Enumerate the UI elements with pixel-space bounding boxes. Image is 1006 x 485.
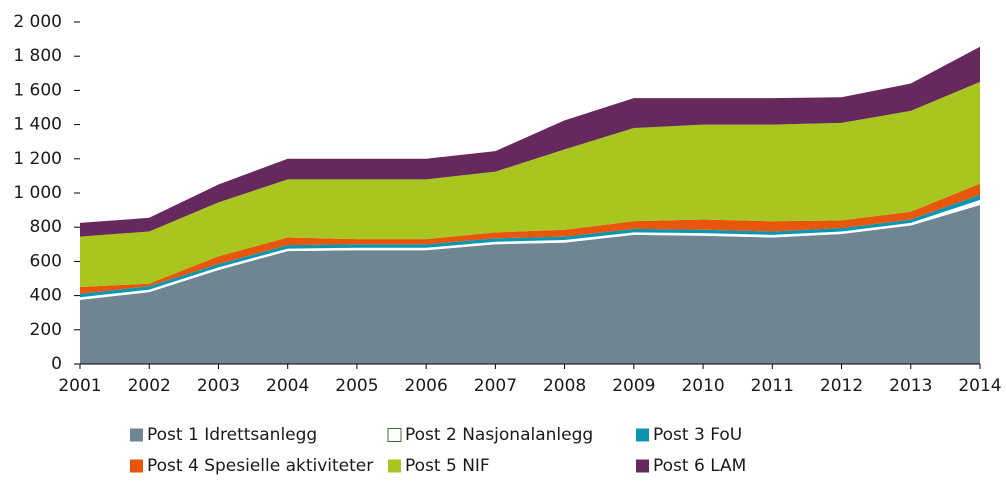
y-tick-label: 600 bbox=[30, 251, 62, 271]
legend-label: Post 1 Idrettsanlegg bbox=[147, 425, 317, 445]
x-tick-label: 2003 bbox=[197, 376, 240, 396]
legend-label: Post 4 Spesielle aktiviteter bbox=[147, 456, 373, 476]
x-tick-label: 2014 bbox=[958, 376, 1001, 396]
legend-label: Post 5 NIF bbox=[405, 456, 490, 476]
y-tick-label: 1 400 bbox=[13, 115, 62, 135]
legend-swatch bbox=[388, 459, 401, 473]
y-tick-label: 1 600 bbox=[13, 80, 62, 100]
legend-label: Post 3 FoU bbox=[653, 425, 742, 445]
y-tick-label: 2 000 bbox=[13, 12, 62, 32]
x-tick-label: 2013 bbox=[889, 376, 932, 396]
legend-swatch bbox=[636, 428, 649, 442]
x-tick-label: 2012 bbox=[820, 376, 863, 396]
area bbox=[80, 46, 980, 237]
x-tick-label: 2006 bbox=[405, 376, 448, 396]
y-tick-label: 800 bbox=[30, 217, 62, 237]
legend-label: Post 2 Nasjonalanlegg bbox=[405, 425, 593, 445]
x-tick-label: 2008 bbox=[543, 376, 586, 396]
y-tick-label: 200 bbox=[30, 320, 62, 340]
legend-swatch bbox=[636, 459, 649, 473]
legend-swatch bbox=[387, 428, 402, 442]
x-tick-label: 2005 bbox=[335, 376, 378, 396]
y-tick-label: 1 000 bbox=[13, 183, 62, 203]
legend-swatch bbox=[130, 428, 143, 442]
area bbox=[80, 81, 980, 288]
x-tick-label: 2001 bbox=[58, 376, 101, 396]
area bbox=[80, 204, 980, 364]
y-tick-label: 1 200 bbox=[13, 149, 62, 169]
x-tick-label: 2004 bbox=[266, 376, 309, 396]
x-tick-label: 2011 bbox=[751, 376, 794, 396]
y-tick-label: 400 bbox=[30, 286, 62, 306]
x-tick-label: 2010 bbox=[681, 376, 724, 396]
legend-swatch bbox=[130, 459, 143, 473]
x-tick-label: 2007 bbox=[474, 376, 517, 396]
y-tick-label: 0 bbox=[51, 354, 62, 374]
legend-label: Post 6 LAM bbox=[653, 456, 746, 476]
x-tick-label: 2009 bbox=[612, 376, 655, 396]
y-tick-label: 1 800 bbox=[13, 46, 62, 66]
x-tick-label: 2002 bbox=[128, 376, 171, 396]
